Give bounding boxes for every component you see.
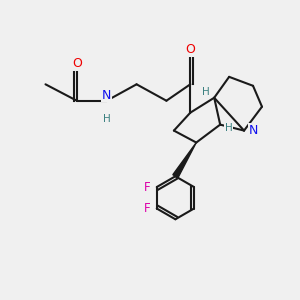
Polygon shape bbox=[173, 142, 196, 178]
Text: N: N bbox=[248, 124, 258, 137]
Text: F: F bbox=[144, 181, 151, 194]
Text: N: N bbox=[102, 89, 111, 102]
Text: H: H bbox=[202, 87, 210, 98]
Text: O: O bbox=[72, 57, 82, 70]
Text: O: O bbox=[185, 44, 195, 56]
Text: F: F bbox=[144, 202, 151, 215]
Text: H: H bbox=[225, 123, 232, 133]
Text: H: H bbox=[103, 114, 111, 124]
